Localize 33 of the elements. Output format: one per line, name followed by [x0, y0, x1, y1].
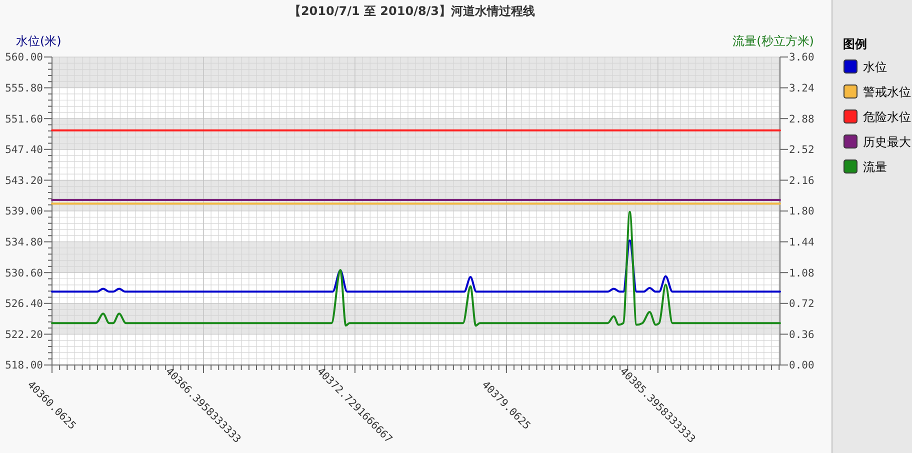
y2-tick-label: 3.60: [789, 52, 814, 64]
legend-label: 流量: [863, 160, 887, 174]
y2-tick-label: 2.52: [789, 144, 814, 156]
chart-title: 【2010/7/1 至 2010/8/3】河道水情过程线: [288, 4, 536, 18]
legend-label: 警戒水位: [863, 85, 911, 100]
y2-tick-label: 3.24: [789, 82, 814, 94]
legend-label: 水位: [863, 60, 887, 74]
legend-title: 图例: [843, 37, 867, 51]
y-tick-label: 534.80: [5, 236, 43, 248]
y-tick-label: 555.80: [5, 82, 43, 94]
y2-tick-label: 0.72: [789, 298, 814, 310]
y-tick-label: 543.20: [5, 174, 43, 187]
y-tick-label: 530.60: [5, 267, 43, 280]
y2-tick-label: 0.00: [789, 360, 814, 372]
y-tick-label: 526.40: [5, 298, 43, 310]
y-tick-label: 547.40: [5, 144, 43, 156]
y2-tick-label: 2.88: [789, 113, 814, 126]
y2-tick-label: 1.08: [789, 267, 814, 280]
y-tick-label: 551.60: [5, 113, 43, 126]
line-series: [51, 210, 781, 327]
legend-label: 历史最大: [863, 135, 911, 150]
y2-tick-label: 1.80: [789, 206, 814, 218]
legend-label: 危险水位: [863, 110, 911, 124]
y2-tick-label: 0.36: [789, 328, 814, 341]
y-tick-label: 518.00: [5, 360, 43, 372]
line-series: [51, 239, 781, 293]
y2-axis-title: 流量(秒立方米): [732, 34, 814, 48]
y2-tick-label: 1.44: [789, 236, 814, 248]
y-tick-label: 560.00: [5, 52, 43, 64]
y2-tick-label: 2.16: [789, 174, 814, 187]
y-axis-title: 水位(米): [16, 34, 62, 48]
y-tick-label: 539.00: [5, 206, 43, 218]
y-tick-label: 522.20: [5, 328, 43, 341]
